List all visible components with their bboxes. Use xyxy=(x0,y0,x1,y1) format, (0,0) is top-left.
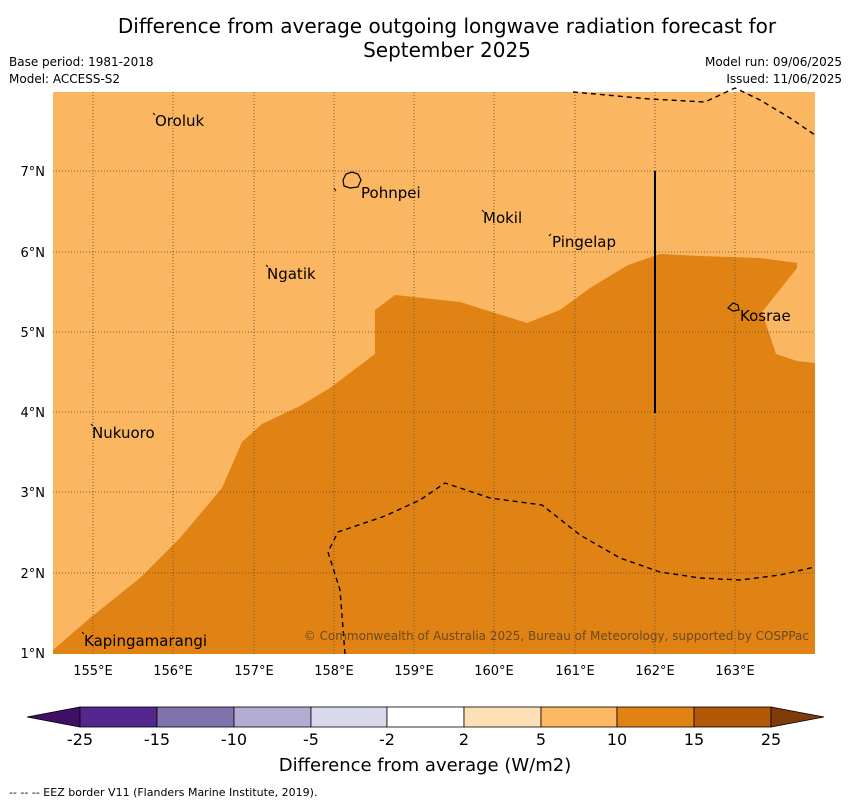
ant-atoll-mark xyxy=(333,187,337,192)
colorbar-cell xyxy=(233,706,312,728)
colorbar-cell xyxy=(386,706,465,728)
lat-tick-label: 1°N xyxy=(21,647,46,662)
colorbar-label: -5 xyxy=(303,730,319,749)
lat-tick-label: 6°N xyxy=(21,246,46,261)
colorbar-label: 2 xyxy=(458,730,470,749)
title-line-1: Difference from average outgoing longwav… xyxy=(117,14,777,38)
colorbar-arrow-left xyxy=(26,706,81,728)
field-10-15 xyxy=(53,254,815,654)
place-label-mokil: Mokil xyxy=(483,209,522,227)
meta-right: Model run: 09/06/2025 Issued: 11/06/2025 xyxy=(705,54,842,88)
colorbar-label: 25 xyxy=(760,730,782,749)
title-line-2: September 2025 xyxy=(363,38,531,62)
lon-tick-label: 157°E xyxy=(234,664,274,679)
colorbar xyxy=(26,706,825,728)
colorbar-cell xyxy=(463,706,542,728)
place-label-pingelap: Pingelap xyxy=(552,233,616,251)
colorbar-label: -10 xyxy=(220,730,248,749)
map-title: Difference from average outgoing longwav… xyxy=(0,14,850,62)
colorbar-label: -25 xyxy=(66,730,94,749)
lon-tick-label: 163°E xyxy=(715,664,755,679)
colorbar-cell xyxy=(540,706,618,728)
colorbar-label: 10 xyxy=(606,730,628,749)
colorbar-title: Difference from average (W/m2) xyxy=(278,755,572,776)
lat-tick-label: 7°N xyxy=(21,165,46,180)
base-period: Base period: 1981-2018 xyxy=(9,55,154,69)
colorbar-cell xyxy=(310,706,388,728)
copyright-text: © Commonwealth of Australia 2025, Bureau… xyxy=(304,629,809,643)
place-label-oroluk: Oroluk xyxy=(155,112,204,130)
lon-tick-label: 161°E xyxy=(555,664,595,679)
meta-left: Base period: 1981-2018 Model: ACCESS-S2 xyxy=(9,54,154,88)
colorbar-cell xyxy=(156,706,235,728)
lat-axis: 1°N 2°N 3°N 4°N 5°N 6°N 7°N xyxy=(21,165,46,662)
pohnpei-island-shape xyxy=(342,171,362,189)
place-label-nukuoro: Nukuoro xyxy=(92,424,155,442)
model-name: Model: ACCESS-S2 xyxy=(9,72,121,86)
lon-tick-label: 160°E xyxy=(474,664,514,679)
lon-axis: 155°E 156°E 157°E 158°E 159°E 160°E 161°… xyxy=(73,664,755,679)
place-label-kapingamarangi: Kapingamarangi xyxy=(84,632,207,650)
colorbar-label: -2 xyxy=(379,730,395,749)
lon-tick-label: 155°E xyxy=(73,664,113,679)
kosrae-island-shape xyxy=(727,302,740,312)
eez-borders xyxy=(327,87,816,655)
colorbar-cell xyxy=(693,706,772,728)
lon-tick-label: 159°E xyxy=(394,664,434,679)
colorbar-arrow-right xyxy=(770,706,825,728)
lon-tick-label: 158°E xyxy=(314,664,354,679)
atoll-marks xyxy=(81,112,552,635)
lon-tick-label: 162°E xyxy=(635,664,675,679)
lat-tick-label: 4°N xyxy=(21,406,46,421)
colorbar-label: 15 xyxy=(683,730,705,749)
issued-date: Issued: 11/06/2025 xyxy=(726,72,842,86)
lon-tick-label: 156°E xyxy=(153,664,193,679)
lat-tick-label: 3°N xyxy=(21,486,46,501)
lat-tick-label: 5°N xyxy=(21,326,46,341)
lat-tick-label: 2°N xyxy=(21,567,46,582)
eez-footnote: -- -- -- EEZ border V11 (Flanders Marine… xyxy=(9,786,318,799)
place-label-pohnpei: Pohnpei xyxy=(361,184,421,202)
place-label-kosrae: Kosrae xyxy=(740,307,791,325)
colorbar-label: 5 xyxy=(535,730,547,749)
colorbar-cell xyxy=(616,706,695,728)
place-label-ngatik: Ngatik xyxy=(267,265,316,283)
colorbar-label: -15 xyxy=(143,730,171,749)
model-run: Model run: 09/06/2025 xyxy=(704,55,842,69)
colorbar-cell xyxy=(79,706,158,728)
